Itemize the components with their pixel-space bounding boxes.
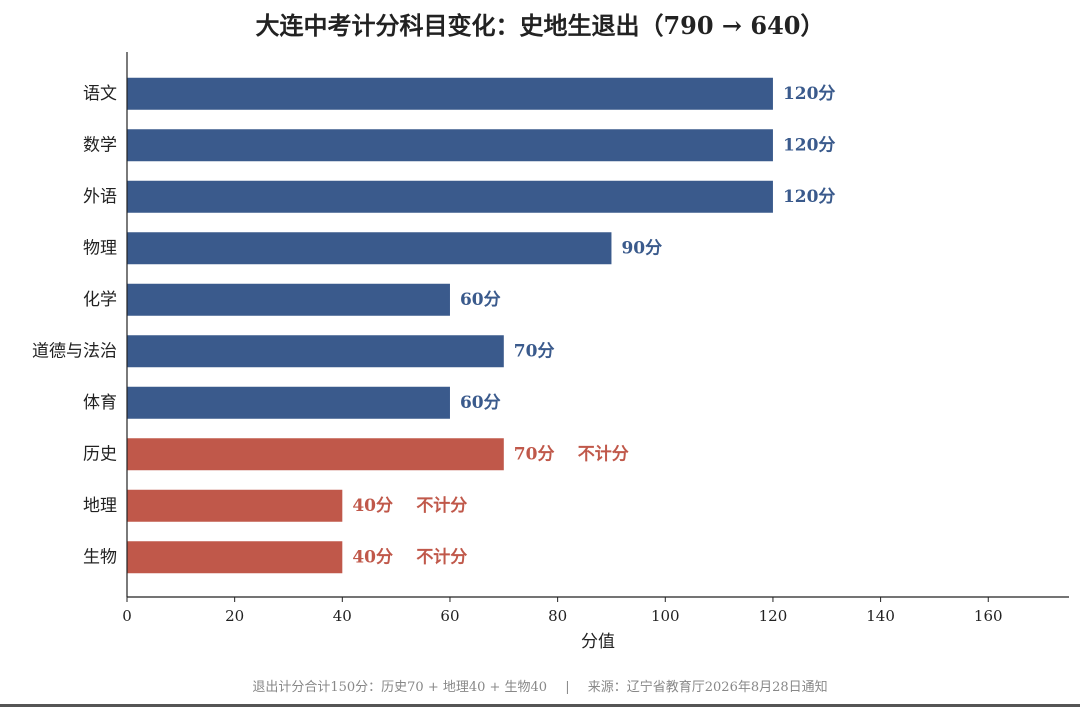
bars-layer (127, 77, 773, 574)
value-label: 70分 (514, 444, 555, 464)
bar-语文 (127, 77, 773, 110)
bar-生物 (127, 541, 343, 574)
x-tick-label: 80 (548, 607, 567, 625)
value-label: 120分 (783, 135, 836, 155)
x-tick-label: 0 (122, 607, 132, 625)
value-label: 120分 (783, 187, 836, 207)
status-label: 不计分 (578, 443, 629, 464)
bar-地理 (127, 489, 343, 522)
value-label: 40分 (352, 547, 393, 567)
category-label: 外语 (83, 187, 117, 207)
category-label: 数学 (83, 135, 117, 155)
category-label: 道德与法治 (32, 341, 117, 361)
x-tick-label: 160 (974, 607, 1003, 625)
category-label: 体育 (83, 393, 117, 413)
x-tick-label: 100 (651, 607, 680, 625)
category-label: 物理 (83, 238, 117, 258)
bar-体育 (127, 386, 450, 419)
bar-数学 (127, 129, 773, 162)
x-tick-label: 60 (440, 607, 459, 625)
x-axis-title: 分值 (581, 632, 615, 652)
value-label: 60分 (460, 290, 501, 310)
axis-layer: 0 20 40 60 80 100 120 140 160 分值 (122, 52, 1069, 652)
x-tick-label: 40 (333, 607, 352, 625)
category-label: 地理 (83, 496, 117, 516)
category-label: 化学 (83, 290, 117, 310)
footer-source: 来源：辽宁省教育厅2026年8月28日通知 (587, 680, 828, 695)
x-tick-label: 120 (759, 607, 788, 625)
x-tick-label: 140 (866, 607, 895, 625)
footer-separator: | (565, 680, 570, 695)
bottom-rule (0, 704, 1080, 707)
value-label: 40分 (352, 496, 393, 516)
category-label: 语文 (83, 84, 117, 104)
bar-物理 (127, 232, 612, 265)
value-label: 60分 (460, 393, 501, 413)
x-tick-label: 20 (225, 607, 244, 625)
bar-外语 (127, 180, 773, 213)
status-label: 不计分 (416, 546, 467, 567)
category-label: 历史 (83, 444, 117, 464)
bar-历史 (127, 438, 504, 471)
value-label: 70分 (514, 341, 555, 361)
value-label: 120分 (783, 84, 836, 104)
status-label: 不计分 (416, 495, 467, 516)
category-label: 生物 (83, 547, 117, 567)
chart-footer: 退出计分合计150分：历史70 + 地理40 + 生物40 | 来源：辽宁省教育… (0, 676, 1080, 695)
footer-note: 退出计分合计150分：历史70 + 地理40 + 生物40 (252, 680, 548, 695)
bar-化学 (127, 283, 450, 316)
bar-道德与法治 (127, 335, 504, 368)
chart-title: 大连中考计分科目变化：史地生退出（790 → 640） (255, 11, 825, 40)
value-label: 90分 (621, 238, 662, 258)
